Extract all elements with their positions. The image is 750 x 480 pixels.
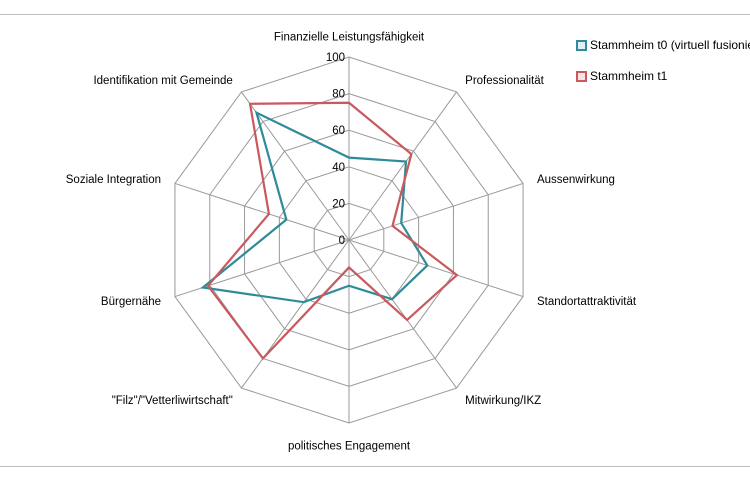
series-line-0: [200, 110, 429, 304]
category-label: Aussenwirkung: [537, 174, 615, 186]
tick-label: 0: [339, 235, 345, 247]
category-label: Identifikation mit Gemeinde: [93, 75, 232, 87]
tick-label: 100: [326, 52, 345, 64]
grid-spoke: [241, 239, 350, 389]
legend-swatch: [576, 70, 587, 82]
category-label: Soziale Integration: [66, 174, 161, 186]
grid-spoke: [348, 91, 457, 241]
category-label: Bürgernähe: [101, 296, 161, 308]
grid-spoke: [241, 91, 350, 241]
legend-item-t1: Stammheim t1: [576, 69, 667, 83]
bottom-border: [0, 466, 750, 467]
category-label: Professionalität: [465, 75, 544, 87]
legend-swatch: [576, 39, 587, 51]
category-label: Mitwirkung/IKZ: [465, 395, 541, 407]
legend-item-t0: Stammheim t0 (virtuell fusionier: [576, 38, 750, 52]
top-border: [0, 14, 750, 15]
legend-label: Stammheim t0 (virtuell fusionier: [590, 38, 750, 52]
legend-label: Stammheim t1: [590, 69, 668, 83]
category-label: politisches Engagement: [288, 441, 411, 453]
tick-label: 20: [332, 198, 345, 210]
grid-spoke: [348, 239, 457, 389]
tick-label: 60: [332, 125, 345, 137]
grid-spoke: [174, 182, 350, 241]
tick-label: 40: [332, 162, 345, 174]
grid-spoke: [348, 239, 524, 298]
category-label: "Filz"/"Vetterliwirtschaft": [112, 395, 233, 407]
category-label: Finanzielle Leistungsfähigkeit: [274, 31, 425, 43]
grid-spoke: [348, 182, 524, 241]
category-label: Standortattraktivität: [537, 296, 637, 308]
tick-label: 80: [332, 89, 345, 101]
